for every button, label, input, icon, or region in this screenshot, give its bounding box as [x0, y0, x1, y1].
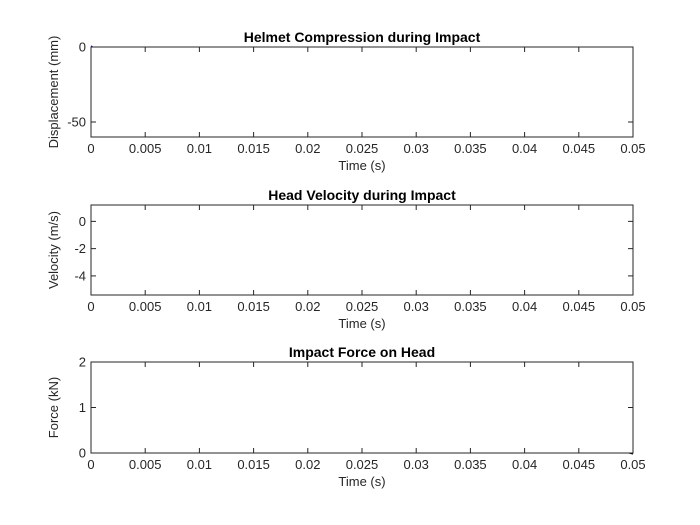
force-xtick-label: 0.035: [454, 457, 487, 472]
force-xtick-label: 0: [87, 457, 94, 472]
displacement-xtick-label: 0.015: [237, 141, 270, 156]
force-axes-frame: [90, 361, 634, 454]
velocity-xtick-label: 0.04: [512, 299, 537, 314]
displacement-axes-frame: [90, 46, 634, 138]
displacement-subplot: 0 0.005 0.01 0.015 0.02 0.025 0.03 0.035 0.04 0.0…: [46, 29, 646, 173]
displacement-xlabel: Time (s): [338, 158, 385, 173]
displacement-xtick-label: 0: [87, 141, 94, 156]
displacement-ylabel: Displacement (mm): [46, 36, 61, 149]
velocity-axes-frame: [90, 204, 634, 296]
velocity-xtick-label: 0.025: [346, 299, 379, 314]
velocity-ytick-label: -2: [74, 241, 86, 256]
force-xtick-label: 0.005: [129, 457, 162, 472]
velocity-ytick-label: -4: [74, 268, 86, 283]
force-ytick-label: 2: [79, 355, 86, 370]
force-ytick-label: 1: [79, 400, 86, 415]
displacement-xtick-label: 0.005: [129, 141, 162, 156]
force-xtick-label: 0.015: [237, 457, 270, 472]
force-ytick-label: 0: [79, 446, 86, 461]
displacement-xtick-label: 0.025: [346, 141, 379, 156]
force-xtick-label: 0.01: [187, 457, 212, 472]
displacement-xtick-label: 0.02: [295, 141, 320, 156]
displacement-xtick-label: 0.04: [512, 141, 537, 156]
displacement-xtick-label: 0.01: [187, 141, 212, 156]
velocity-xtick-label: 0.035: [454, 299, 487, 314]
force-xlabel: Time (s): [338, 474, 385, 489]
displacement-xtick-label: 0.03: [404, 141, 429, 156]
velocity-xtick-label: 0.015: [237, 299, 270, 314]
displacement-ytick-label: -50: [67, 115, 86, 130]
velocity-subplot: 0 0.005 0.01 0.015 0.02 0.025 0.03 0.035 0.04 0.0…: [46, 187, 646, 331]
velocity-xtick-label: 0.045: [563, 299, 596, 314]
velocity-xtick-label: 0.02: [295, 299, 320, 314]
force-subplot: 0 0.005 0.01 0.015 0.02 0.025 0.03 0.035 0.04 0.0…: [46, 344, 646, 489]
velocity-ytick-label: 0: [79, 214, 86, 229]
displacement-ytick-label: 0: [79, 40, 86, 55]
force-xtick-label: 0.045: [563, 457, 596, 472]
displacement-xtick-label: 0.045: [563, 141, 596, 156]
velocity-xtick-label: 0.005: [129, 299, 162, 314]
displacement-xtick-label: 0.05: [620, 141, 645, 156]
force-xtick-label: 0.05: [620, 457, 645, 472]
displacement-title: Helmet Compression during Impact: [244, 29, 481, 45]
velocity-title: Head Velocity during Impact: [268, 187, 456, 203]
velocity-xlabel: Time (s): [338, 316, 385, 331]
force-title: Impact Force on Head: [289, 344, 435, 360]
velocity-xtick-label: 0: [87, 299, 94, 314]
force-ylabel: Force (kN): [46, 377, 61, 438]
velocity-xtick-label: 0.05: [620, 299, 645, 314]
force-xtick-label: 0.04: [512, 457, 537, 472]
velocity-ylabel: Velocity (m/s): [46, 211, 61, 289]
velocity-xtick-label: 0.01: [187, 299, 212, 314]
velocity-xtick-label: 0.03: [404, 299, 429, 314]
force-xtick-label: 0.025: [346, 457, 379, 472]
force-xtick-label: 0.02: [295, 457, 320, 472]
force-xtick-label: 0.03: [404, 457, 429, 472]
displacement-xtick-label: 0.035: [454, 141, 487, 156]
